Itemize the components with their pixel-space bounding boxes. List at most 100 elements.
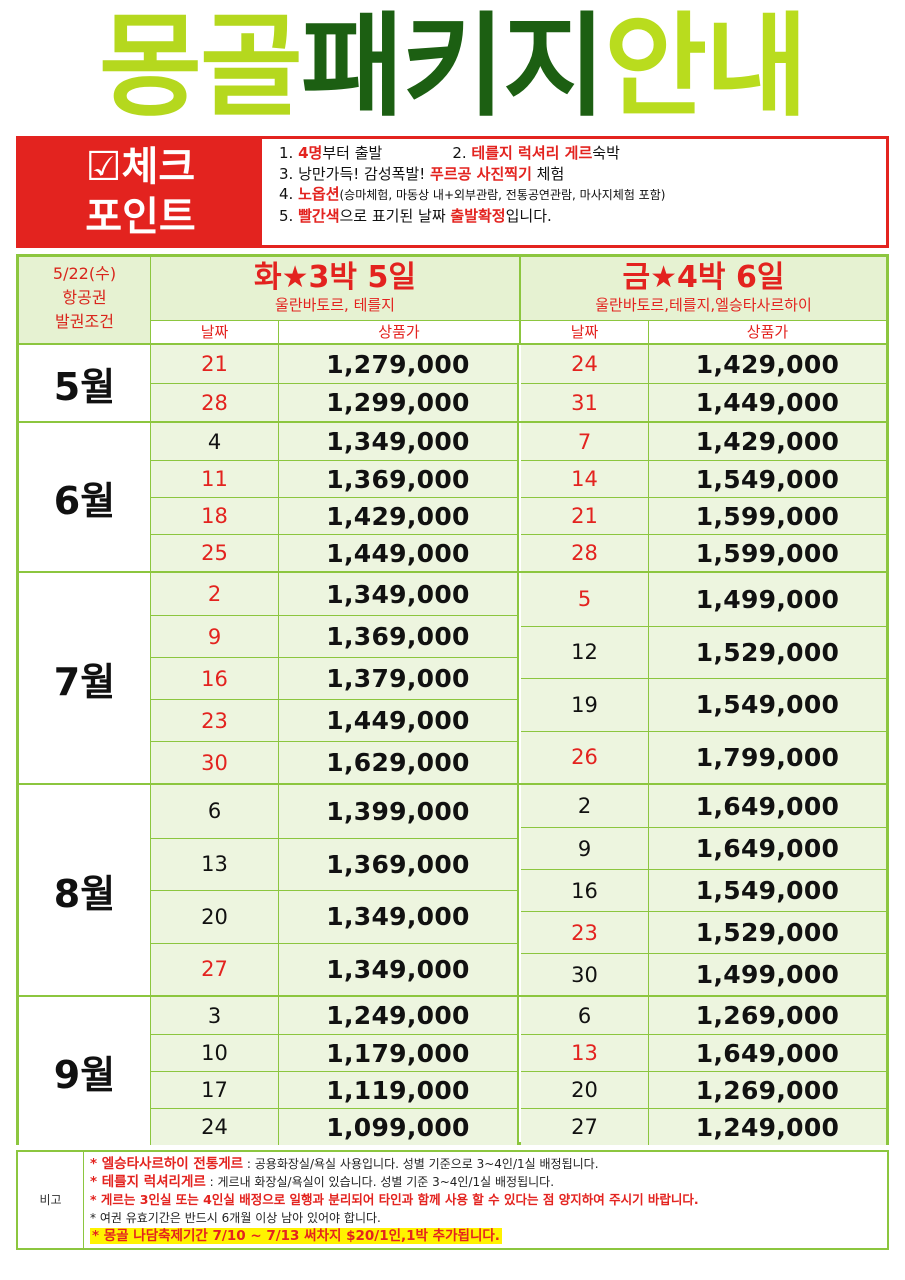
departure-date: 19 <box>521 679 649 731</box>
package-price: 1,649,000 <box>695 791 840 821</box>
table-row: 6 1,269,000 <box>521 997 886 1034</box>
month-group: 5월 21 1,279,000 28 1,299,000 24 1,429,000 31 1,4… <box>19 343 886 421</box>
table-row: 28 1,599,000 <box>521 534 886 571</box>
table-row: 16 1,549,000 <box>521 869 886 911</box>
table-row: 18 1,429,000 <box>151 497 517 534</box>
departure-date: 20 <box>521 1072 649 1108</box>
item5-text-end: 입니다. <box>505 206 552 225</box>
month-label: 6월 <box>19 423 151 571</box>
table-row: 26 1,799,000 <box>521 730 886 783</box>
departure-date: 26 <box>521 731 649 783</box>
departure-date: 20 <box>151 891 279 943</box>
checkpoint-item-1-2: 1. 4명부터 출발 2. 테를지 럭셔리 게르숙박 <box>279 143 884 164</box>
table-row: 23 1,529,000 <box>521 911 886 953</box>
table-row: 14 1,549,000 <box>521 460 886 497</box>
departure-date: 9 <box>521 828 649 869</box>
item5-text: 으로 표기된 날짜 <box>339 206 451 225</box>
package-price: 1,599,000 <box>695 538 840 568</box>
package-price: 1,349,000 <box>326 902 470 932</box>
ticket-condition: 5/22(수) 항공권 발권조건 <box>19 257 151 343</box>
package-price: 1,449,000 <box>695 388 840 417</box>
departure-date: 27 <box>521 1109 649 1145</box>
package-price: 1,529,000 <box>695 918 840 947</box>
departure-date: 18 <box>151 498 279 534</box>
package-right-title: 금★4박 6일 <box>622 260 785 295</box>
page-title: 몽골패키지안내 <box>0 2 905 132</box>
item3-prefix: 3. 낭만가득! 감성폭발! <box>279 164 431 183</box>
package-right-header: 금★4박 6일 울란바토르,테를지,엘승타사르하이 <box>521 257 886 321</box>
table-row: 17 1,119,000 <box>151 1071 517 1108</box>
notes-label: 비고 <box>18 1152 84 1248</box>
departure-date: 30 <box>521 954 649 995</box>
package-price: 1,549,000 <box>695 876 840 905</box>
package-price: 1,399,000 <box>326 796 470 826</box>
departure-date: 25 <box>151 535 279 571</box>
table-row: 3 1,249,000 <box>151 997 517 1034</box>
package-price: 1,119,000 <box>326 1075 470 1105</box>
package-price: 1,649,000 <box>695 1038 840 1068</box>
note-2: * 테를지 럭셔리게르 : 게르내 화장실/욕실이 있습니다. 성별 기준 3~… <box>90 1173 886 1191</box>
departure-date: 3 <box>151 997 279 1034</box>
table-row: 9 1,369,000 <box>151 615 517 657</box>
right-package-rows: 6 1,269,000 13 1,649,000 20 1,269,000 27 1,249,… <box>521 997 886 1145</box>
table-row: 11 1,369,000 <box>151 460 517 497</box>
table-row: 13 1,369,000 <box>151 837 517 890</box>
table-row: 20 1,269,000 <box>521 1071 886 1108</box>
note-4: * 여권 유효기간은 반드시 6개월 이상 남아 있어야 합니다. <box>90 1209 886 1227</box>
departure-date: 13 <box>521 1035 649 1071</box>
month-label: 5월 <box>19 345 151 421</box>
checkpoint-badge-line2: 포인트 <box>85 194 196 240</box>
right-package-rows: 2 1,649,000 9 1,649,000 16 1,549,000 23 1,529,0… <box>521 785 886 995</box>
table-row: 28 1,299,000 <box>151 383 517 421</box>
month-group: 6월 4 1,349,000 11 1,369,000 18 1,429,000 25 1,44… <box>19 421 886 571</box>
item3-text: 체험 <box>531 164 565 183</box>
item1-prefix: 1. <box>279 144 299 162</box>
checkpoint-box: ☑체크 포인트 1. 4명부터 출발 2. 테를지 럭셔리 게르숙박 3. 낭만가… <box>16 136 889 248</box>
title-part-package: 패키지 <box>300 2 606 132</box>
item5-prefix: 5. <box>279 206 299 225</box>
title-part-mongol: 몽골 <box>98 2 303 132</box>
package-price: 1,349,000 <box>326 427 470 456</box>
checkpoint-item-4: 4. 노옵션(승마체험, 마동상 내+외부관람, 전통공연관람, 마사지체험 포… <box>279 184 884 206</box>
item4-prefix: 4. <box>279 185 299 203</box>
item5-highlight-2: 출발확정 <box>450 206 506 225</box>
table-row: 21 1,599,000 <box>521 497 886 534</box>
table-row: 23 1,449,000 <box>151 699 517 741</box>
departure-date: 24 <box>521 345 649 383</box>
checkpoint-item-3: 3. 낭만가득! 감성폭발! 푸르공 사진찍기 체험 <box>279 164 884 185</box>
month-group: 8월 6 1,399,000 13 1,369,000 20 1,349,000 27 1,34… <box>19 783 886 995</box>
item5-highlight: 빨간색 <box>298 206 340 225</box>
departure-date: 2 <box>151 573 279 615</box>
package-price: 1,349,000 <box>326 954 470 984</box>
table-row: 5 1,499,000 <box>521 573 886 626</box>
package-price: 1,529,000 <box>695 637 840 667</box>
departure-date: 16 <box>521 870 649 911</box>
table-row: 20 1,349,000 <box>151 890 517 943</box>
departure-date: 11 <box>151 461 279 497</box>
ticket-condition-line2: 항공권 <box>62 288 107 307</box>
left-package-rows: 6 1,399,000 13 1,369,000 20 1,349,000 27 1,349,… <box>151 785 519 995</box>
left-col-date: 날짜 <box>151 320 279 343</box>
notes-box: 비고 * 엘승타사르하이 전통게르 : 공용화장실/욕실 사용입니다. 성별 기… <box>16 1150 889 1250</box>
month-label: 7월 <box>19 573 151 783</box>
month-group: 9월 3 1,249,000 10 1,179,000 17 1,119,000 24 1,09… <box>19 995 886 1145</box>
package-price: 1,799,000 <box>695 742 840 772</box>
table-row: 4 1,349,000 <box>151 423 517 460</box>
table-row: 30 1,499,000 <box>521 953 886 995</box>
note-1-text: : 공용화장실/욕실 사용입니다. 성별 기준으로 3~4인/1실 배정됩니다. <box>243 1157 599 1171</box>
table-row: 24 1,099,000 <box>151 1108 517 1145</box>
right-col-price: 상품가 <box>649 320 886 343</box>
package-price: 1,499,000 <box>695 584 840 614</box>
package-price: 1,499,000 <box>695 960 840 989</box>
right-package-rows: 24 1,429,000 31 1,449,000 <box>521 345 886 421</box>
package-price: 1,599,000 <box>695 501 840 531</box>
checkpoint-item-5: 5. 빨간색으로 표기된 날짜 출발확정입니다. <box>279 206 884 227</box>
departure-date: 7 <box>521 423 649 460</box>
note-3: * 게르는 3인실 또는 4인실 배정으로 일행과 분리되어 타인과 함께 사용… <box>90 1191 886 1209</box>
checkpoint-badge-line1: ☑체크 <box>85 144 196 190</box>
title-part-guide: 안내 <box>604 2 808 132</box>
departure-date: 21 <box>151 345 279 383</box>
right-package-rows: 5 1,499,000 12 1,529,000 19 1,549,000 26 1,799,… <box>521 573 886 783</box>
package-price: 1,269,000 <box>695 1001 840 1030</box>
table-header: 5/22(수) 항공권 발권조건 화★3박 5일 울란바토르, 테를지 금★4박… <box>19 257 886 343</box>
